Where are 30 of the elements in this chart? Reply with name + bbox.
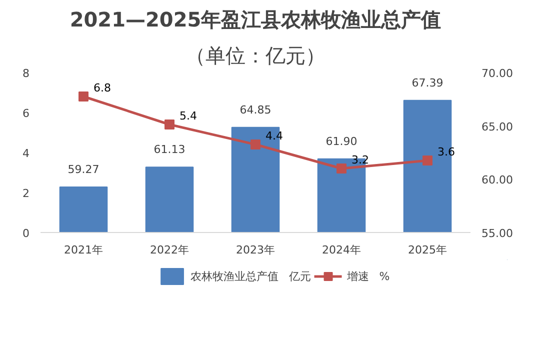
x-tick-label: 2021年 <box>64 244 104 256</box>
point <box>250 140 260 150</box>
y-tick-label: 4 <box>22 147 30 160</box>
data-label: 64.85 <box>240 103 272 116</box>
y2-tick-label: 55.00 <box>482 227 513 240</box>
point <box>78 92 88 102</box>
y2-tick-label: 70.00 <box>482 67 513 80</box>
data-label: 6.8 <box>94 82 111 94</box>
y-tick-label: 8 <box>22 67 30 80</box>
data-label: 61.90 <box>326 134 358 148</box>
chart-title: 2021—2025年盈江县农林牧渔业总产值 <box>70 8 442 32</box>
data-label: 59.27 <box>68 162 100 176</box>
data-label: 61.13 <box>154 143 186 156</box>
y2-tick-label: 60.00 <box>482 174 513 187</box>
x-tick-label: 2025年 <box>408 244 448 256</box>
y-tick-label: 2 <box>22 187 30 200</box>
data-label: 5.4 <box>180 110 197 122</box>
point <box>336 164 346 174</box>
y2-tick-label: 65.00 <box>482 120 513 134</box>
y-tick-label: 0 <box>22 227 30 240</box>
x-tick-label: 2022年 <box>150 244 190 256</box>
legend-label: 增速 % <box>346 268 390 284</box>
chart-subtitle: （单位：亿元） <box>186 44 326 68</box>
x-tick-label: 2023年 <box>236 244 276 256</box>
x-tick-label: 2024年 <box>322 244 362 256</box>
legend-label: 农林牧渔业总产值 亿元 <box>190 268 311 284</box>
y-tick-label: 6 <box>22 107 30 120</box>
point <box>164 120 174 130</box>
point <box>422 156 432 166</box>
data-label: 67.39 <box>412 76 444 90</box>
